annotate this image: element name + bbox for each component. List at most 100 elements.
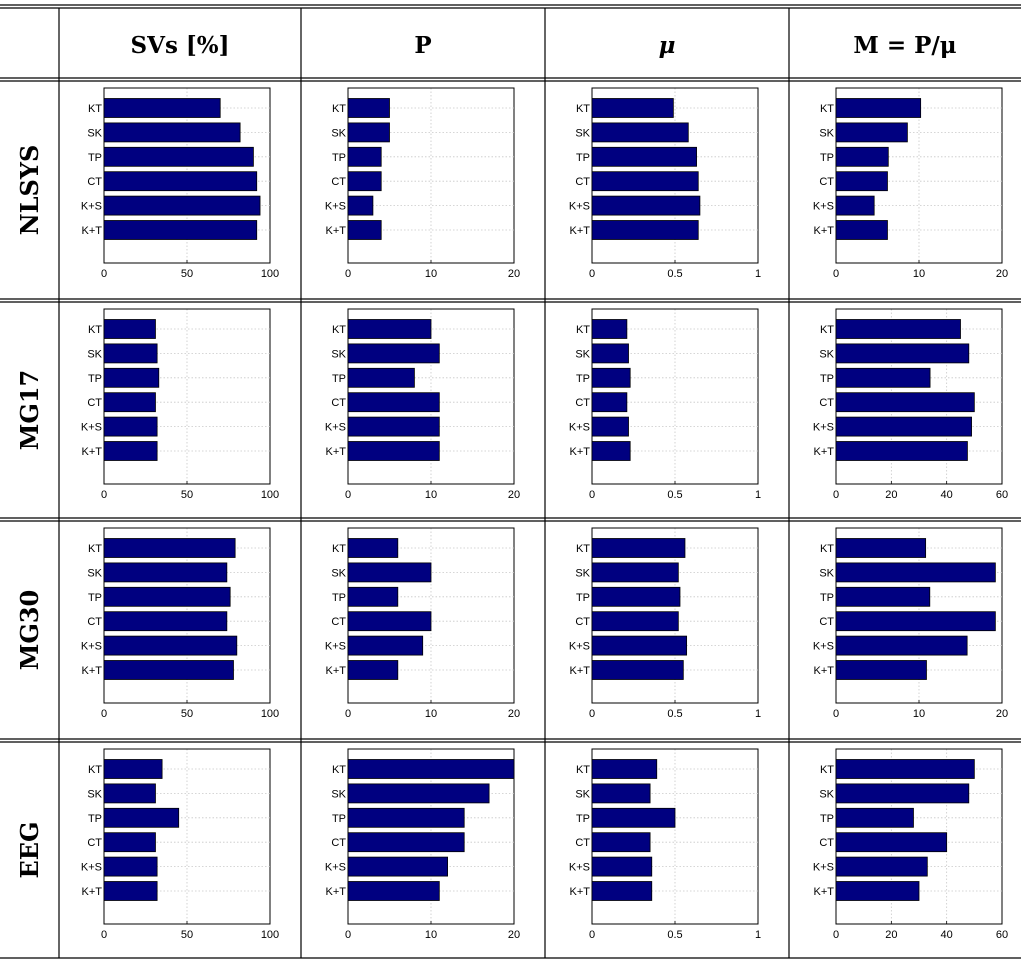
category-label: SK <box>87 567 102 579</box>
category-label: K+S <box>813 862 834 874</box>
bar-tp <box>348 147 381 166</box>
column-header-p: P <box>414 32 431 59</box>
category-label: TP <box>88 373 102 385</box>
x-tick-label: 0 <box>345 268 351 280</box>
x-tick-label: 20 <box>508 489 520 501</box>
category-label: TP <box>820 592 834 604</box>
bar-tp <box>348 808 464 827</box>
bar-k-s <box>592 636 687 655</box>
category-label: K+T <box>326 225 347 237</box>
category-label: KT <box>820 103 834 115</box>
category-label: KT <box>88 324 102 336</box>
category-label: SK <box>575 348 590 360</box>
bar-chart-nlsys-3: KTSKTPCTK+SK+T0 0.5 1 <box>569 88 761 280</box>
bar-ct <box>104 833 155 852</box>
category-label: KT <box>576 543 590 555</box>
category-label: KT <box>332 324 346 336</box>
bar-kt <box>592 760 657 779</box>
bar-sk <box>592 344 629 363</box>
bar-tp <box>104 808 179 827</box>
bar-chart-mg17-1: KT SK TP CT K+S K+T 0 50 100 <box>81 309 279 501</box>
x-tick-label: 0 <box>345 929 351 941</box>
category-label: KT <box>332 764 346 776</box>
category-label: K+S <box>325 201 346 213</box>
bar-sk <box>348 563 431 582</box>
bar-sk <box>104 123 240 142</box>
bar-tp <box>104 147 253 166</box>
bar-sk <box>104 344 157 363</box>
x-tick-label: 20 <box>885 489 897 501</box>
bar-chart-mg17-2: KTSKTPCTK+SK+T0 10 20 <box>325 309 520 501</box>
bar-kt <box>836 760 974 779</box>
x-tick-label: 50 <box>181 268 193 280</box>
bar-k-t <box>104 882 157 901</box>
x-tick-label: 20 <box>508 268 520 280</box>
x-tick-label: 0 <box>589 268 595 280</box>
x-tick-label: 10 <box>425 268 437 280</box>
bar-kt <box>348 99 390 118</box>
row-label-mg30: MG30 <box>15 590 44 670</box>
bar-kt <box>104 760 162 779</box>
category-label: K+T <box>82 886 103 898</box>
category-label: K+T <box>82 665 103 677</box>
x-tick-label: 50 <box>181 489 193 501</box>
bar-k-s <box>592 857 652 876</box>
x-tick-label: 0 <box>101 929 107 941</box>
category-label: K+S <box>81 422 102 434</box>
bar-chart-eeg-3: KTSKTPCTK+SK+T0 0.5 1 <box>569 749 761 941</box>
x-tick-label: 50 <box>181 929 193 941</box>
bar-k-s <box>348 636 423 655</box>
x-tick-label: 40 <box>941 929 953 941</box>
category-label: K+T <box>814 886 835 898</box>
bar-ct <box>348 393 439 412</box>
bar-chart-eeg-4: KT SK TP CT K+S K+T 0 20 40 60 <box>813 749 1008 941</box>
bar-k-t <box>836 882 919 901</box>
x-tick-label: 10 <box>425 489 437 501</box>
category-label: K+S <box>813 641 834 653</box>
bar-tp <box>836 808 913 827</box>
category-label: K+S <box>813 201 834 213</box>
category-label: K+S <box>81 201 102 213</box>
category-label: KT <box>88 103 102 115</box>
x-tick-label: 1 <box>755 929 761 941</box>
bar-kt <box>836 320 961 339</box>
x-tick-label: 0.5 <box>667 489 682 501</box>
category-label: TP <box>88 592 102 604</box>
x-tick-label: 40 <box>941 489 953 501</box>
bar-kt <box>104 320 155 339</box>
bar-k-s <box>348 196 373 215</box>
category-label: K+T <box>814 446 835 458</box>
bar-ct <box>836 393 974 412</box>
category-label: KT <box>820 764 834 776</box>
category-label: SK <box>331 788 346 800</box>
x-tick-label: 1 <box>755 489 761 501</box>
category-label: KT <box>88 764 102 776</box>
x-tick-label: 0 <box>833 708 839 720</box>
bar-k-s <box>592 417 629 436</box>
x-tick-label: 0 <box>101 268 107 280</box>
bar-k-t <box>348 882 439 901</box>
category-label: CT <box>331 616 346 628</box>
bar-k-t <box>836 442 967 461</box>
row-label-eeg: EEG <box>15 821 44 878</box>
x-tick-label: 20 <box>996 708 1008 720</box>
bar-tp <box>836 368 930 387</box>
category-label: SK <box>331 348 346 360</box>
bar-kt <box>104 99 220 118</box>
column-header-m: M = P/μ <box>853 32 956 59</box>
bar-sk <box>592 123 688 142</box>
category-label: K+T <box>82 446 103 458</box>
bar-sk <box>836 563 995 582</box>
bar-ct <box>348 612 431 631</box>
category-label: K+S <box>81 641 102 653</box>
x-tick-label: 0 <box>589 929 595 941</box>
bar-k-s <box>836 196 874 215</box>
category-label: SK <box>87 348 102 360</box>
x-tick-label: 0 <box>345 489 351 501</box>
category-label: CT <box>575 837 590 849</box>
category-label: TP <box>332 152 346 164</box>
bar-tp <box>592 147 697 166</box>
bar-k-t <box>592 221 698 240</box>
bar-k-s <box>104 857 157 876</box>
category-label: SK <box>819 127 834 139</box>
